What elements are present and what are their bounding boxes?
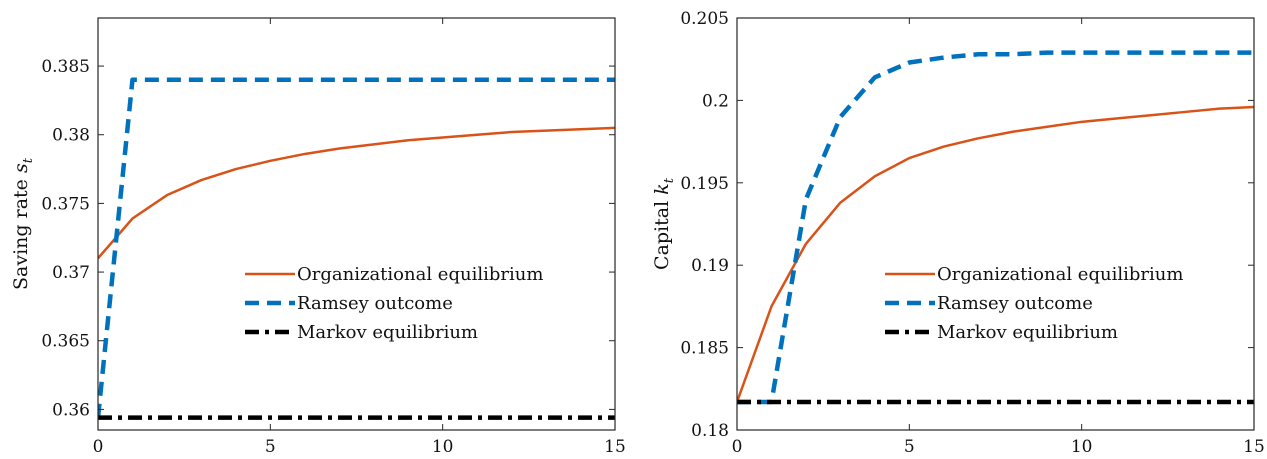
chart-panel-1: 0 5 10 15 0.36 0.365 0.37 0.375 0.38 0.385 Saving … [10, 17, 626, 457]
y-tick-label: 0.19 [691, 256, 729, 276]
x-tick-label: 15 [1243, 437, 1265, 457]
x-tick-label: 0 [732, 437, 743, 457]
x-tick-label: 5 [904, 437, 915, 457]
legend: Organizational equilibrium Ramsey outcome… [885, 264, 1183, 343]
series-group [737, 50, 1254, 405]
legend-label: Markov equilibrium [937, 322, 1118, 343]
y-tick-label: 0.205 [680, 9, 729, 29]
legend-label: Ramsey outcome [297, 293, 453, 314]
plot-frame [736, 17, 1255, 431]
series-line-ramsey-outcome [98, 77, 615, 418]
y-tick-label: 0.365 [41, 332, 90, 352]
y-tick-label: 0.185 [680, 339, 729, 359]
series-line-ramsey-outcome [737, 50, 1254, 405]
x-tick-label: 5 [265, 437, 276, 457]
legend-label: Organizational equilibrium [297, 264, 543, 285]
y-tick-label: 0.18 [691, 421, 729, 441]
y-tick-label: 0.2 [702, 91, 729, 111]
series-group [98, 77, 615, 420]
legend-label: Ramsey outcome [937, 293, 1093, 314]
y-tick-label: 0.385 [41, 57, 90, 77]
x-tick-label: 10 [1071, 437, 1093, 457]
y-tick-label: 0.37 [52, 263, 90, 283]
chart-panel-2: 0 5 10 15 0.18 0.185 0.19 0.195 0.2 0.205 Capital … [651, 9, 1265, 457]
y-tick-label: 0.38 [52, 126, 90, 146]
y-tick-label: 0.36 [52, 400, 90, 420]
x-tick-label: 0 [93, 437, 104, 457]
series-line-organizational-equilibrium [737, 105, 1254, 403]
y-axis-label: Capital kt [651, 177, 677, 270]
legend: Organizational equilibrium Ramsey outcome… [245, 264, 543, 343]
series-line-organizational-equilibrium [98, 126, 615, 260]
x-tick-label: 10 [432, 437, 454, 457]
x-tick-label: 15 [604, 437, 626, 457]
plot-frame [97, 17, 616, 431]
y-axis-label: Saving rate st [10, 157, 36, 290]
legend-label: Organizational equilibrium [937, 264, 1183, 285]
legend-label: Markov equilibrium [297, 322, 478, 343]
y-tick-label: 0.195 [680, 174, 729, 194]
y-tick-label: 0.375 [41, 194, 90, 214]
